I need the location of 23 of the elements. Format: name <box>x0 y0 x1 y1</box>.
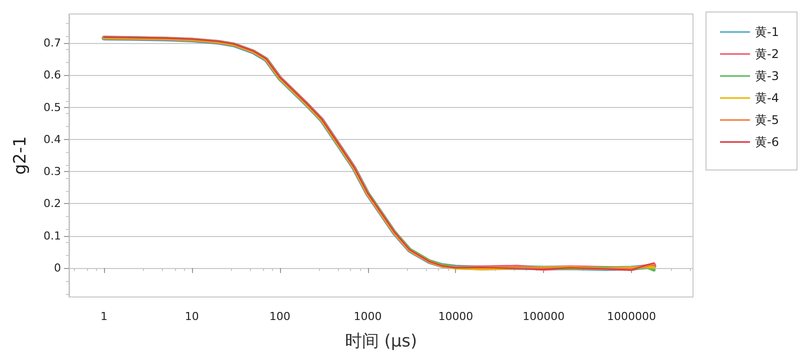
y-tick-label: 0.5 <box>44 100 61 114</box>
legend-label: 黄-1 <box>755 25 780 39</box>
x-tick-label: 1000000 <box>607 310 656 323</box>
x-tick-label: 100000 <box>522 310 565 323</box>
y-axis-title: g2-1 <box>10 136 30 175</box>
y-tick-label: 0.4 <box>44 132 61 146</box>
y-tick-label: 0.2 <box>44 197 61 210</box>
y-tick-label: 0.3 <box>44 165 61 178</box>
x-tick-label: 1 <box>100 310 108 323</box>
x-tick-label: 10000 <box>438 310 474 323</box>
legend-label: 黄-3 <box>755 69 780 83</box>
legend-label: 黄-6 <box>755 135 780 149</box>
y-tick-label: 0.6 <box>44 68 61 82</box>
legend-label: 黄-2 <box>755 47 780 61</box>
y-tick-label: 0.1 <box>44 229 61 242</box>
x-tick-label: 1000 <box>354 310 382 323</box>
legend-label: 黄-4 <box>755 91 780 105</box>
x-tick-label: 10 <box>184 310 199 323</box>
legend-label: 黄-5 <box>755 113 780 127</box>
y-tick-label: 0.7 <box>44 36 61 50</box>
y-tick-label: 0 <box>54 262 61 275</box>
x-axis-title: 时间 (μs) <box>344 332 418 352</box>
x-tick-label: 100 <box>269 310 290 323</box>
